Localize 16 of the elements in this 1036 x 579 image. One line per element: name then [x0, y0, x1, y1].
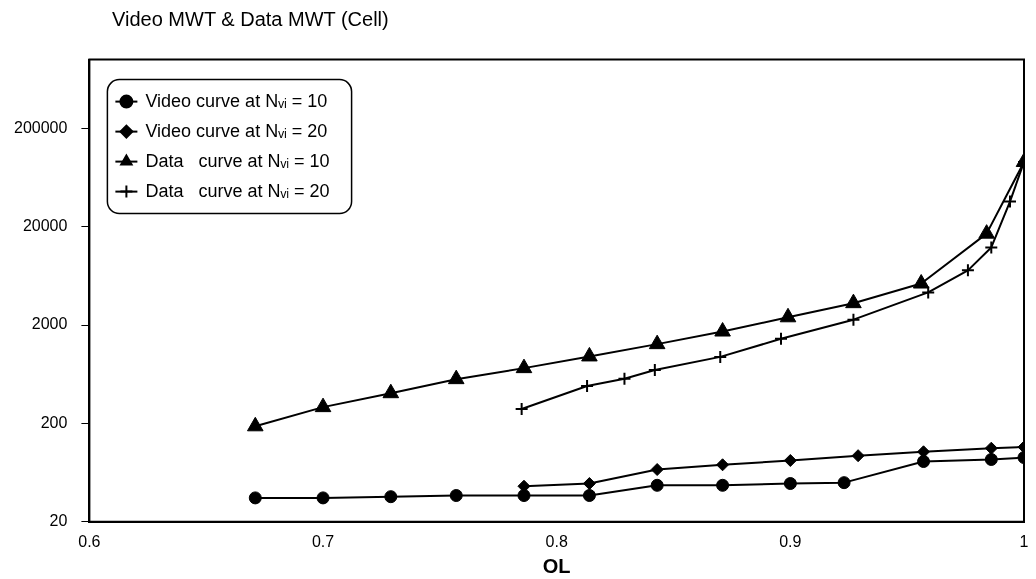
- x-tick-label: 1: [1019, 532, 1029, 550]
- y-tick-label: 20: [49, 512, 68, 530]
- legend-label: Data curve at Nᵥᵢ = 10: [145, 150, 330, 171]
- legend-label: Data curve at Nᵥᵢ = 20: [145, 180, 330, 201]
- chart-title: Video MWT & Data MWT (Cell): [112, 8, 389, 31]
- x-axis-title: OL: [542, 554, 571, 577]
- x-tick-label: 0.8: [545, 532, 568, 550]
- legend-label: Video curve at Nᵥᵢ = 20: [145, 120, 328, 141]
- y-tick-label: 200000: [14, 118, 68, 136]
- x-tick-label: 0.6: [78, 532, 101, 550]
- legend-label: Video curve at Nᵥᵢ = 10: [145, 90, 328, 111]
- x-tick-label: 0.9: [779, 532, 802, 550]
- x-tick-label: 0.7: [311, 532, 335, 550]
- y-tick-label: 20000: [22, 217, 68, 235]
- y-tick-label: 2000: [31, 315, 68, 333]
- y-tick-label: 200: [40, 413, 68, 431]
